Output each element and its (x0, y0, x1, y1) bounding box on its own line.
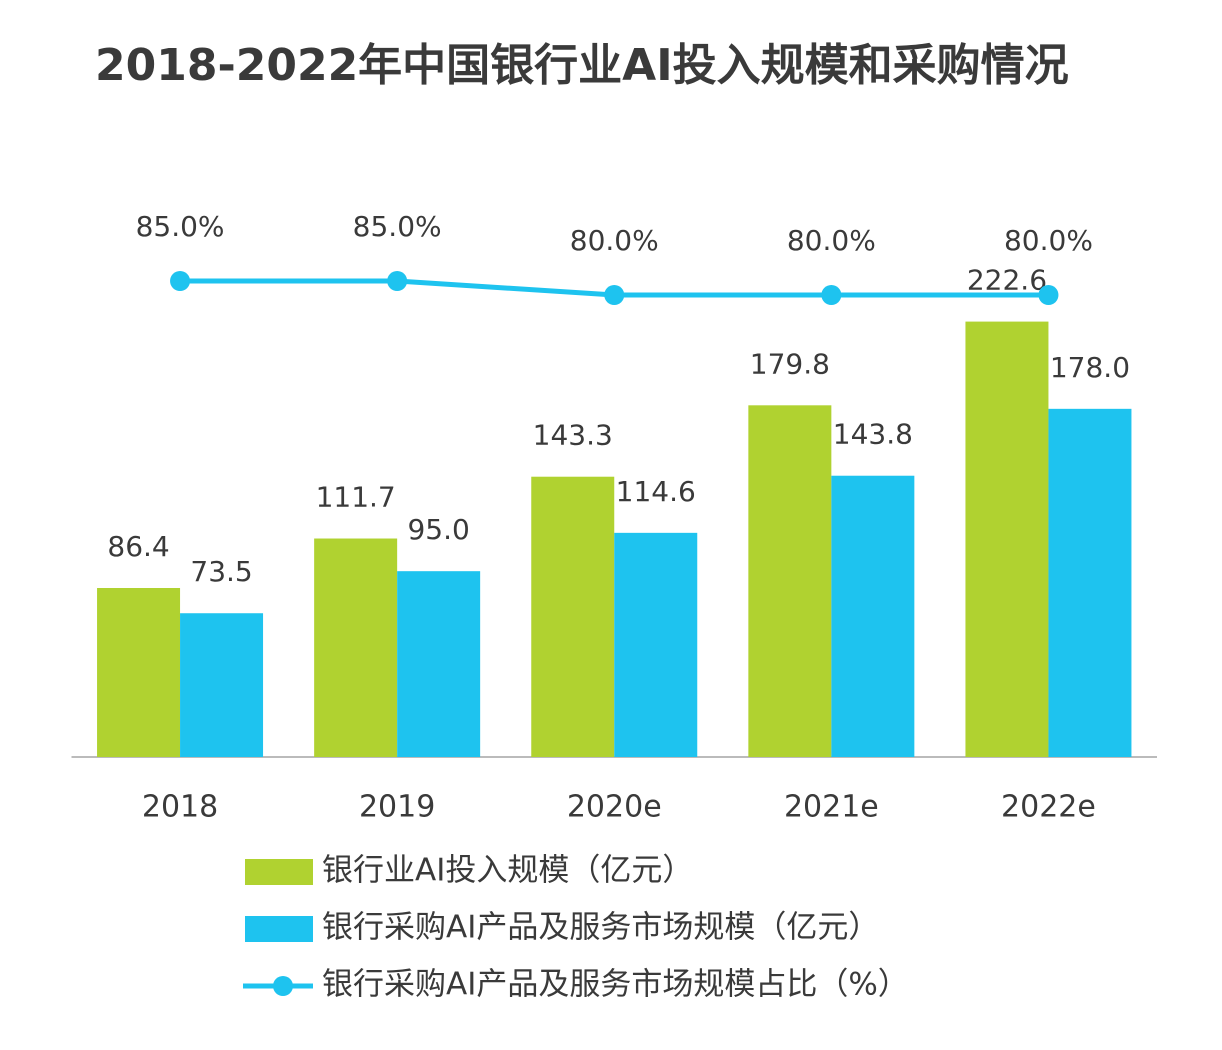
bar (1048, 408, 1132, 757)
legend-label: 银行采购AI产品及服务市场规模（亿元） (322, 910, 879, 946)
data-label: 178.0 (1050, 351, 1130, 384)
bar (180, 613, 264, 757)
line-point (821, 285, 842, 305)
data-label: 95.0 (407, 513, 469, 546)
data-label: 114.6 (616, 475, 696, 508)
data-label: 73.5 (190, 555, 252, 588)
line-point (604, 285, 625, 305)
data-label: 143.3 (533, 419, 613, 452)
x-tick-label: 2019 (359, 790, 435, 825)
data-label: 222.6 (967, 264, 1047, 297)
data-label: 86.4 (107, 530, 169, 563)
legend-swatch (245, 916, 313, 942)
x-tick-label: 2021e (784, 790, 879, 825)
bar (614, 532, 698, 757)
bar (831, 475, 915, 757)
bar (314, 538, 398, 757)
bar (965, 321, 1049, 757)
line-point (1038, 285, 1059, 305)
data-label: 80.0% (570, 224, 659, 257)
line-point (387, 271, 408, 291)
bar (97, 588, 181, 757)
data-label: 179.8 (750, 347, 830, 380)
x-tick-label: 2018 (142, 790, 218, 825)
data-label: 111.7 (316, 481, 396, 514)
x-tick-label: 2020e (567, 790, 662, 825)
data-label: 80.0% (787, 224, 876, 257)
bar (531, 476, 615, 757)
line-point (170, 271, 191, 291)
legend-label: 银行业AI投入规模（亿元） (322, 853, 693, 889)
legend-marker (273, 976, 293, 996)
data-label: 85.0% (353, 210, 442, 243)
data-label: 143.8 (833, 418, 913, 451)
data-label: 85.0% (136, 210, 225, 243)
chart-title: 2018-2022年中国银行业AI投入规模和采购情况 (95, 40, 1069, 91)
x-tick-label: 2022e (1001, 790, 1096, 825)
legend-label: 银行采购AI产品及服务市场规模占比（%） (322, 967, 909, 1003)
legend-swatch (245, 859, 313, 885)
data-label: 80.0% (1004, 224, 1093, 257)
bar (748, 405, 832, 757)
bar (397, 571, 481, 757)
